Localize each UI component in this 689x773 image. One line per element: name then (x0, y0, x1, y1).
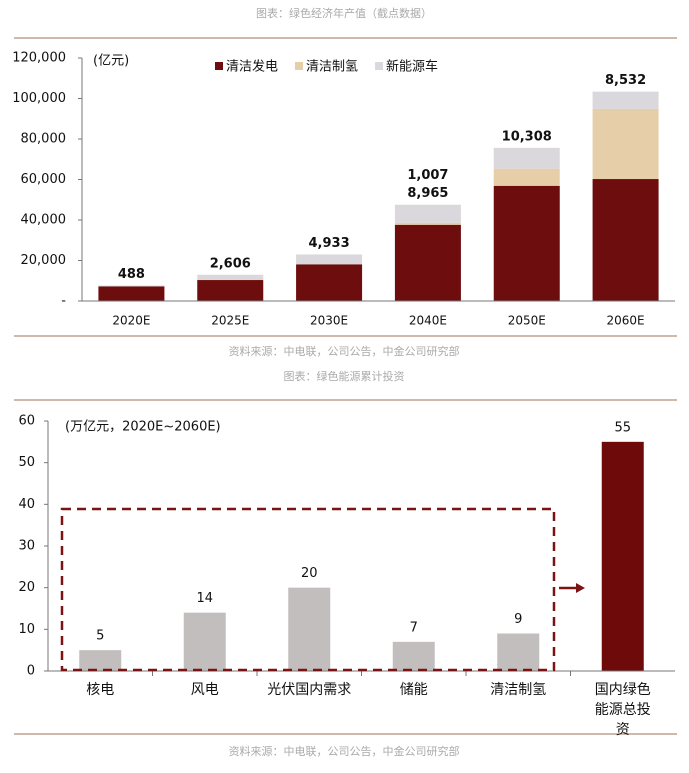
bar (183, 612, 226, 671)
bar-segment (493, 168, 560, 186)
value-label: 9 (514, 612, 522, 627)
bar-segment (592, 108, 659, 180)
y-tick-label: 100,000 (12, 91, 66, 106)
bar-segment (296, 264, 363, 301)
x-tick-label: 光伏国内需求 (267, 682, 352, 698)
source: 资料来源：中电联，公司公告，中金公司研究部 (229, 344, 460, 358)
bar-segment (394, 224, 461, 301)
unit-label: (万亿元，2020E~2060E) (65, 420, 221, 435)
x-tick-label: 核电 (86, 682, 115, 698)
legend-swatch (295, 62, 304, 70)
legend-label: 清洁制氢 (306, 60, 358, 75)
arrow-head (576, 583, 585, 593)
x-tick-label: 储能 (399, 682, 428, 698)
bar-segment (493, 147, 560, 169)
bar (288, 587, 331, 671)
bar-segment (296, 254, 363, 265)
value-label: 8,965 (407, 186, 448, 201)
legend-label: 清洁发电 (226, 59, 278, 75)
value-label: 8,532 (605, 73, 646, 88)
value-label: 10,308 (502, 129, 552, 144)
bar-segment (98, 285, 165, 287)
bar (497, 633, 540, 671)
y-tick-label: - (61, 294, 66, 309)
y-tick-label: 20,000 (21, 253, 67, 268)
value-label: 4,933 (309, 236, 350, 251)
y-tick-label: 60 (18, 414, 35, 429)
unit-label: (亿元) (93, 54, 129, 69)
legend-swatch (375, 62, 384, 70)
x-tick-label: 2020E (112, 314, 150, 328)
value-label: 55 (614, 420, 631, 435)
bar-segment (197, 274, 264, 281)
value-label: 14 (196, 591, 213, 606)
y-tick-label: 50 (18, 455, 35, 470)
x-tick-label: 2060E (607, 314, 645, 328)
caption: 图表：绿色能源累计投资 (284, 369, 405, 383)
x-tick-label: 2025E (211, 314, 249, 328)
legend-swatch (215, 62, 223, 70)
y-tick-label: 10 (18, 622, 35, 637)
bar (79, 650, 122, 671)
y-tick-label: 120,000 (12, 51, 66, 66)
bar-segment (394, 204, 461, 223)
y-tick-label: 0 (27, 664, 35, 679)
bar-segment (592, 91, 659, 109)
value-label: 20 (301, 566, 318, 581)
caption: 图表：绿色经济年产值（截点数据） (256, 6, 432, 20)
bar-segment (197, 280, 264, 301)
bar-segment (493, 185, 560, 301)
bar (601, 441, 644, 671)
y-tick-label: 20 (18, 580, 35, 595)
bar (392, 641, 435, 671)
y-tick-label: 30 (18, 539, 35, 554)
x-tick-label: 2030E (310, 314, 348, 328)
bar-segment (592, 179, 659, 301)
value-label: 488 (118, 267, 145, 282)
y-tick-label: 60,000 (21, 172, 67, 187)
source: 资料来源：中电联，公司公告，中金公司研究部 (229, 744, 460, 758)
value-label: 5 (96, 629, 104, 644)
x-tick-label: 国内绿色能源总投资 (594, 682, 651, 738)
y-tick-label: 80,000 (21, 132, 67, 147)
dashed-box (60, 507, 556, 672)
value-label: 2,606 (210, 256, 251, 271)
y-tick-label: 40 (18, 497, 35, 512)
y-tick-label: 40,000 (21, 213, 67, 228)
legend-label: 新能源车 (386, 59, 438, 75)
bar-segment (98, 286, 165, 301)
x-tick-label: 清洁制氢 (490, 682, 547, 698)
x-tick-label: 2040E (409, 314, 447, 328)
bar-segment (394, 222, 461, 225)
value-label: 1,007 (407, 168, 448, 183)
value-label: 7 (410, 620, 418, 635)
x-tick-label: 风电 (190, 682, 219, 698)
x-tick-label: 2050E (508, 314, 546, 328)
